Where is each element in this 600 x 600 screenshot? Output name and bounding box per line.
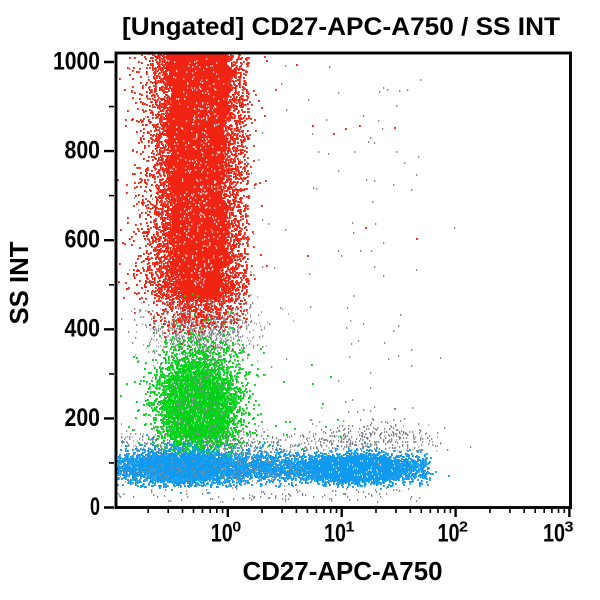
svg-text:[Ungated] CD27-APC-A750 / SS I: [Ungated] CD27-APC-A750 / SS INT bbox=[122, 13, 560, 41]
svg-text:1000: 1000 bbox=[53, 47, 100, 75]
svg-text:SS INT: SS INT bbox=[4, 241, 34, 324]
svg-text:800: 800 bbox=[65, 137, 101, 165]
svg-text:2: 2 bbox=[459, 519, 468, 536]
svg-text:10: 10 bbox=[211, 520, 233, 548]
svg-text:600: 600 bbox=[65, 226, 101, 254]
svg-text:400: 400 bbox=[65, 315, 101, 343]
svg-text:10: 10 bbox=[438, 520, 460, 548]
svg-text:0: 0 bbox=[90, 493, 100, 521]
svg-text:CD27-APC-A750: CD27-APC-A750 bbox=[243, 556, 443, 586]
svg-text:10: 10 bbox=[324, 520, 346, 548]
svg-text:3: 3 bbox=[565, 519, 574, 536]
svg-text:200: 200 bbox=[65, 404, 101, 432]
svg-text:0: 0 bbox=[232, 519, 241, 536]
svg-text:10: 10 bbox=[543, 520, 565, 548]
svg-text:1: 1 bbox=[346, 519, 355, 536]
